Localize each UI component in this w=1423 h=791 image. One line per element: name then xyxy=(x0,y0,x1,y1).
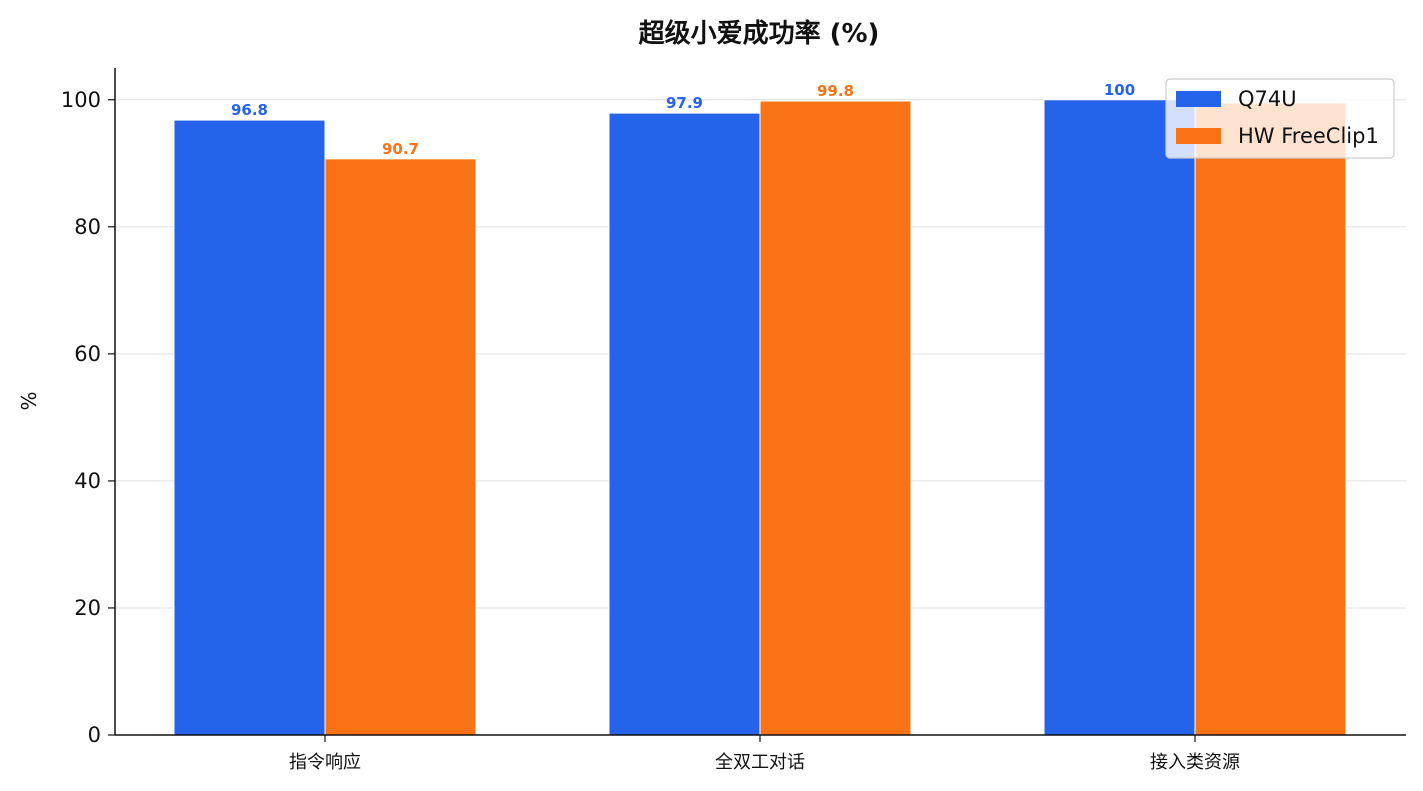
data-label: 97.9 xyxy=(666,94,703,112)
bar xyxy=(608,112,761,736)
y-tick-label: 40 xyxy=(74,469,101,493)
y-tick-label: 100 xyxy=(61,88,101,112)
y-tick-label: 60 xyxy=(74,342,101,366)
data-label: 96.8 xyxy=(231,101,268,119)
data-label: 99.8 xyxy=(817,82,854,100)
chart-title: 超级小爱成功率 (%) xyxy=(639,18,880,49)
x-tick-label: 接入类资源 xyxy=(1150,752,1240,773)
bar xyxy=(759,100,912,736)
legend-box xyxy=(1165,78,1395,159)
x-tick-label: 全双工对话 xyxy=(715,752,805,773)
legend-swatch xyxy=(1176,128,1221,144)
y-tick-label: 0 xyxy=(88,723,101,747)
y-tick-label: 20 xyxy=(74,596,101,620)
legend-swatch xyxy=(1176,91,1221,107)
x-tick-label: 指令响应 xyxy=(289,752,361,773)
legend-label: Q74U xyxy=(1238,87,1297,111)
data-label: 90.7 xyxy=(382,140,419,158)
bar xyxy=(1043,99,1196,736)
bar xyxy=(1194,102,1347,736)
legend-label: HW FreeClip1 xyxy=(1238,124,1379,148)
data-labels: 96.8 90.7 97.9 99.8 100 xyxy=(231,81,1135,158)
data-label: 100 xyxy=(1104,81,1135,99)
y-axis-label: % xyxy=(17,391,41,410)
legend: Q74U HW FreeClip1 xyxy=(1165,78,1395,159)
bar xyxy=(324,158,477,736)
y-tick-label: 80 xyxy=(74,215,101,239)
bars xyxy=(173,99,1347,736)
bar xyxy=(173,119,326,736)
axes: 0 20 40 60 80 100 指令响应 全双工对话 接入类资源 xyxy=(61,68,1406,773)
